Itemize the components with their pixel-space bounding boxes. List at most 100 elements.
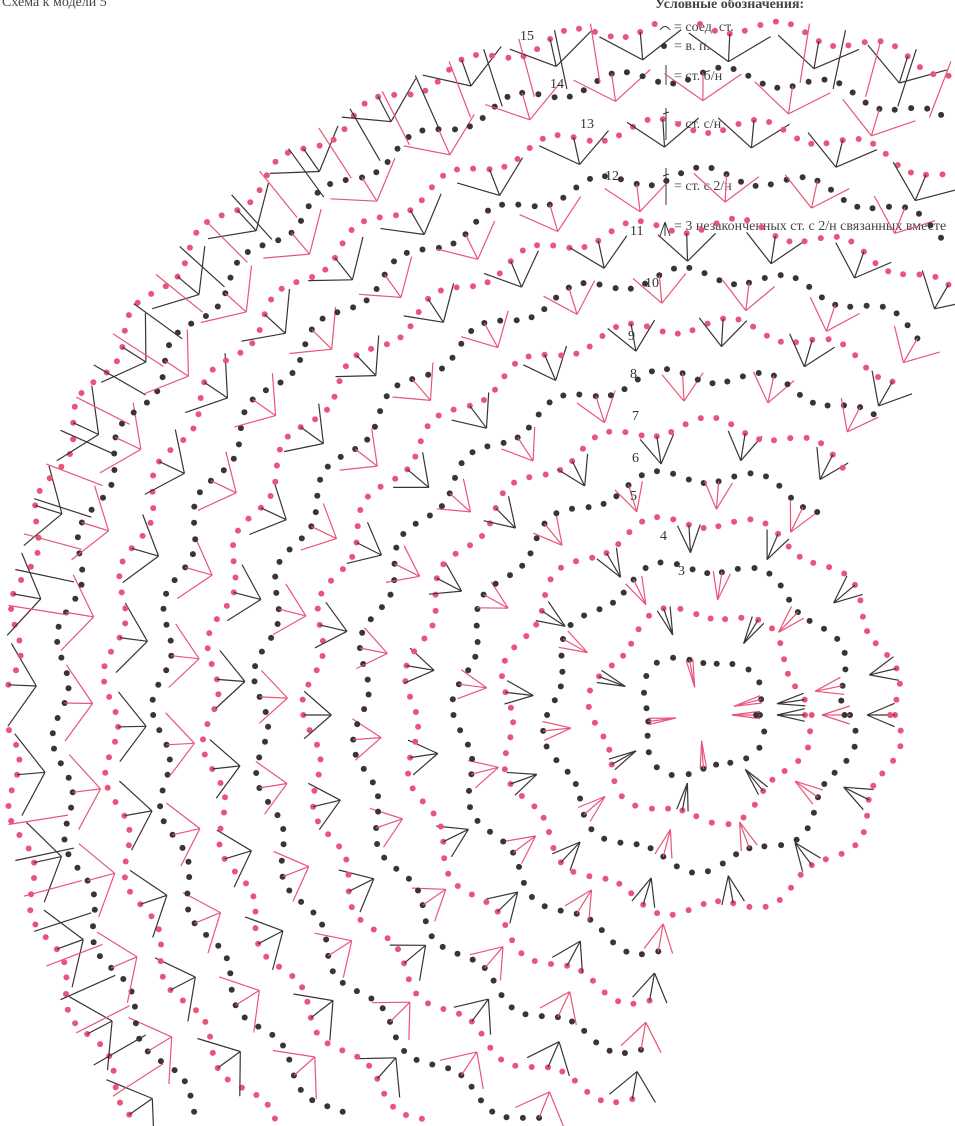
chain-dot (56, 624, 62, 630)
chain-dot (509, 937, 515, 943)
stitch (130, 870, 167, 895)
chain-dot (670, 471, 676, 477)
stitch (423, 75, 471, 86)
stitch (95, 486, 109, 531)
stitch (270, 172, 319, 174)
stitch (428, 299, 443, 322)
chain-dot (166, 342, 172, 348)
stitch (122, 347, 146, 362)
stitch (294, 994, 334, 1001)
chain-dot (700, 660, 706, 666)
chain-dot (470, 957, 476, 963)
chain-dot (558, 683, 564, 689)
chain-dot (207, 1034, 213, 1040)
stitch (705, 481, 717, 510)
stitch (24, 881, 82, 897)
chain-dot (456, 1011, 462, 1017)
chain-dot (473, 52, 479, 58)
stitch (423, 452, 429, 487)
chain-dot (663, 178, 669, 184)
chain-dot (140, 533, 146, 539)
chain-dot (120, 559, 126, 565)
chain-dot (406, 976, 412, 982)
chain-dot (325, 464, 331, 470)
chain-dot (675, 331, 681, 337)
chain-dot (626, 529, 632, 535)
chain-dot (35, 550, 41, 556)
chain-dot (821, 626, 827, 632)
stitch (597, 559, 621, 577)
stitch (834, 576, 847, 603)
chain-dot (534, 46, 540, 52)
stitch (817, 447, 820, 479)
chain-dot (924, 106, 930, 112)
chain-dot (639, 472, 645, 478)
stitch (22, 553, 41, 599)
chain-dot (610, 600, 616, 606)
stitch (261, 671, 287, 699)
chain-dot (768, 181, 774, 187)
chain-dot (18, 653, 24, 659)
chain-dot (394, 382, 400, 388)
chain-dot (670, 912, 676, 918)
stitch (175, 430, 184, 474)
chain-dot (870, 783, 876, 789)
chain-dot (573, 781, 579, 787)
chain-dot (289, 973, 295, 979)
stitch (100, 449, 141, 473)
chain-dot (410, 785, 416, 791)
chain-dot (455, 951, 461, 957)
chain-dot (172, 577, 178, 583)
chain-dot (306, 203, 312, 209)
chain-dot (532, 203, 538, 209)
chain-dot (821, 781, 827, 787)
chain-dot (807, 728, 813, 734)
chain-dot (408, 323, 414, 329)
stitch (539, 146, 579, 165)
chain-dot (452, 475, 458, 481)
chain-dot (361, 706, 367, 712)
stitch (590, 797, 605, 822)
chain-dot (824, 140, 830, 146)
stitch (868, 45, 900, 83)
stitch (915, 189, 955, 200)
chain-dot (750, 324, 756, 330)
chain-dot (808, 141, 814, 147)
stitch (580, 131, 609, 165)
chain-dot (628, 890, 634, 896)
chain-dot (550, 845, 556, 851)
chain-dot (576, 26, 582, 32)
chain-dot (371, 927, 377, 933)
chain-dot (323, 937, 329, 943)
chain-dot (451, 241, 457, 247)
stitch (574, 137, 580, 164)
chain-dot (377, 214, 383, 220)
chain-dot (689, 870, 695, 876)
chain-dot (210, 367, 216, 373)
chain-dot (297, 357, 303, 363)
stitch (522, 93, 530, 120)
chain-dot (425, 1000, 431, 1006)
stitch (94, 365, 146, 395)
chain-dot (565, 769, 571, 775)
chain-dot (814, 509, 820, 515)
chain-dot (497, 318, 503, 324)
chain-dot (512, 361, 518, 367)
chain-dot (400, 531, 406, 537)
legend-label: = соед. ст. (674, 20, 734, 35)
chain-dot (123, 859, 129, 865)
chain-dot (640, 73, 646, 79)
stitch (401, 257, 412, 298)
chain-dot (401, 1048, 407, 1054)
chain-dot (646, 749, 652, 755)
chain-dot (603, 876, 609, 882)
chain-dot (580, 446, 586, 452)
stitch (211, 481, 236, 493)
stitch (498, 311, 508, 348)
chain-dot (349, 227, 355, 233)
chain-dot (777, 640, 783, 646)
stitch (384, 819, 403, 848)
stitch (662, 375, 684, 401)
stitch (458, 688, 487, 699)
chain-dot (587, 917, 593, 923)
